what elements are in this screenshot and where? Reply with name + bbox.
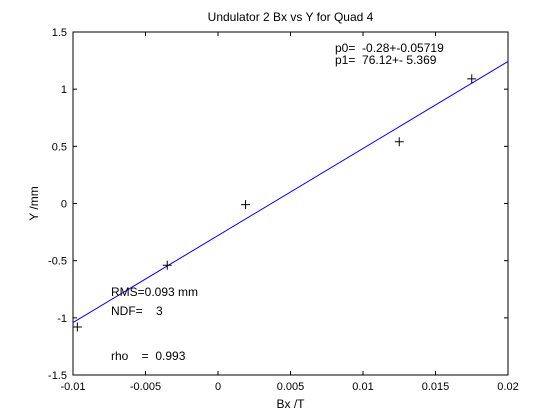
annotation-p1: p1= 76.12+- 5.369	[335, 53, 437, 67]
x-tick-label: -0.005	[130, 381, 161, 393]
y-tick-label: 1	[61, 84, 67, 96]
data-point	[467, 74, 477, 84]
annotation-p0: p0= -0.28+-0.05719	[335, 41, 444, 55]
y-axis-label: Y /mm	[27, 186, 41, 220]
x-tick-label: 0.015	[422, 381, 450, 393]
x-tick-label: -0.01	[60, 381, 85, 393]
fit-line	[72, 61, 509, 323]
y-tick-label: 0	[61, 199, 67, 211]
y-tick-label: 0.5	[52, 141, 67, 153]
y-tick-label: -1	[57, 313, 67, 325]
x-tick-label: 0.005	[277, 381, 305, 393]
data-point	[162, 260, 172, 270]
y-tick-label: -1.5	[48, 370, 67, 382]
axis-ticks: -0.01 -0.005 0 0.005 0.01 0.015 0.02 -1.5 -1 -0.5…	[48, 27, 519, 393]
data-point	[72, 322, 82, 332]
data-point	[394, 137, 404, 147]
x-tick-label: 0.02	[497, 381, 518, 393]
data-point	[241, 200, 251, 210]
fit-line-group	[72, 61, 509, 323]
x-tick-label: 0.01	[352, 381, 373, 393]
data-points	[72, 74, 477, 332]
annotation-rho: rho = 0.993	[111, 349, 186, 363]
chart-title: Undulator 2 Bx vs Y for Quad 4	[208, 10, 374, 24]
plot-area	[72, 31, 509, 376]
x-tick-label: 0	[215, 381, 221, 393]
x-axis-label: Bx /T	[276, 397, 305, 411]
y-tick-label: -0.5	[48, 256, 67, 268]
annotation-ndf: NDF= 3	[111, 304, 163, 318]
y-tick-label: 1.5	[52, 27, 67, 39]
annotation-rms: RMS=0.093 mm	[111, 285, 198, 299]
